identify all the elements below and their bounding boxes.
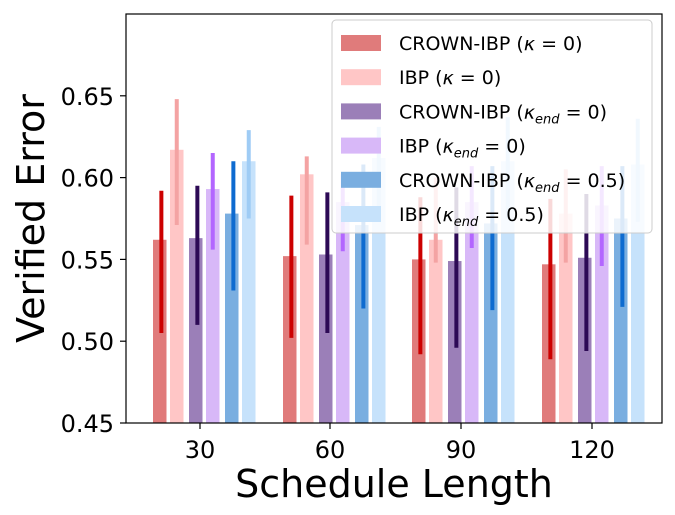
bar [595,205,609,423]
y-axis: 0.45 0.50 0.55 0.60 0.65 [61,83,126,438]
legend-swatch [341,35,381,51]
x-axis-title: Schedule Length [235,462,553,506]
y-tick-label: 0.60 [61,165,114,193]
legend-label: IBP (κend = 0) [399,136,526,162]
x-tick-label: 30 [185,436,216,464]
legend-label: CROWN-IBP (κend = 0.5) [399,170,625,196]
bar [336,202,350,423]
bar [465,202,479,423]
legend-swatch [341,137,381,154]
legend-label: CROWN-IBP (κ = 0) [399,33,583,55]
legend-swatch [341,206,381,222]
legend-label: CROWN-IBP (κend = 0) [399,101,607,127]
bar [242,161,256,424]
x-tick-label: 60 [315,436,346,464]
bar [170,149,184,423]
y-tick-label: 0.45 [61,410,114,438]
legend-swatch [341,103,381,120]
y-axis-title: Verified Error [9,94,53,343]
legend-label: IBP (κ = 0) [399,67,501,89]
legend-swatch [341,171,381,188]
y-tick-label: 0.65 [61,83,114,111]
legend: CROWN-IBP (κ = 0) IBP (κ = 0) CROWN-IBP (κ… [331,19,653,234]
bar [206,189,220,423]
x-tick-label: 120 [569,436,615,464]
bar [559,213,573,423]
bar [429,239,443,423]
plot-frame [125,13,663,424]
x-axis: 30 60 90 120 [185,423,615,464]
legend-swatch [341,69,381,86]
y-tick-label: 0.55 [61,246,114,274]
legend-box [331,19,653,234]
legend-label: IBP (κend = 0.5) [399,204,544,230]
bar [300,174,314,423]
x-tick-label: 90 [446,436,477,464]
y-tick-label: 0.50 [61,328,114,356]
